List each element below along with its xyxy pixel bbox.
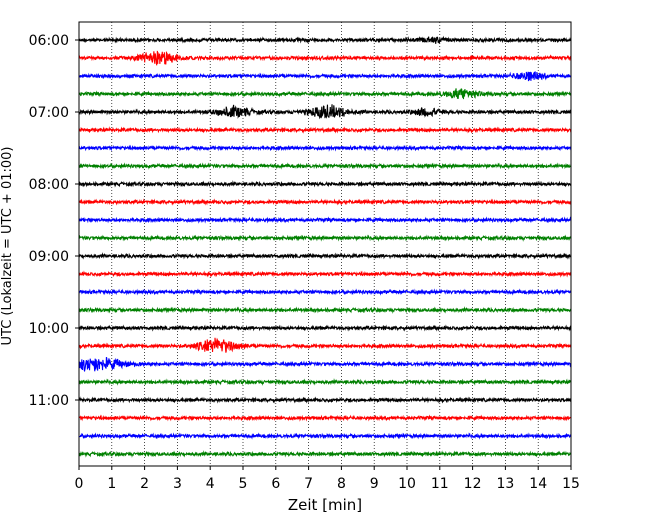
x-tick-label: 11 <box>431 476 449 492</box>
y-tick-label: 11:00 <box>29 393 69 409</box>
seismic-trace <box>78 432 572 440</box>
x-tick-label: 14 <box>529 476 547 492</box>
y-axis-ticks: 06:00 07:00 08:00 09:00 10:00 11:00 <box>29 33 79 409</box>
seismic-trace <box>78 234 572 242</box>
x-tick-label: 10 <box>398 476 416 492</box>
grid-lines <box>111 22 539 466</box>
x-axis-ticks: 0 1 2 3 4 5 6 7 8 9 10 11 12 13 14 15 <box>75 466 580 492</box>
x-tick-label: 7 <box>304 476 313 492</box>
seismic-trace <box>78 104 572 120</box>
seismic-trace <box>78 216 572 224</box>
y-axis-label: UTC (Lokalzeit = UTC + 01:00) <box>0 147 15 346</box>
seismic-traces <box>78 35 572 458</box>
seismic-trace <box>78 396 572 404</box>
seismic-trace <box>78 378 572 386</box>
seismic-trace <box>78 71 572 82</box>
seismic-trace <box>78 126 572 134</box>
seismic-trace <box>78 180 572 188</box>
seismic-trace <box>78 356 572 373</box>
x-tick-label: 15 <box>562 476 580 492</box>
x-tick-label: 4 <box>206 476 215 492</box>
x-axis-label: Zeit [min] <box>288 496 362 514</box>
seismic-trace <box>78 306 572 314</box>
seismic-trace <box>78 252 572 260</box>
plot-frame <box>78 21 572 467</box>
seismic-trace <box>78 162 572 170</box>
seismic-trace <box>78 324 572 332</box>
seismic-trace <box>78 270 572 278</box>
x-tick-label: 0 <box>75 476 84 492</box>
y-tick-label: 07:00 <box>29 105 69 121</box>
y-tick-label: 10:00 <box>29 321 69 337</box>
x-tick-label: 3 <box>173 476 182 492</box>
x-tick-label: 1 <box>107 476 116 492</box>
seismic-trace <box>78 414 572 422</box>
y-tick-label: 08:00 <box>29 177 69 193</box>
x-tick-label: 12 <box>464 476 482 492</box>
seismic-trace <box>78 288 572 296</box>
x-tick-label: 2 <box>140 476 149 492</box>
seismic-trace <box>78 337 572 353</box>
x-tick-label: 8 <box>337 476 346 492</box>
y-tick-label: 09:00 <box>29 249 69 265</box>
x-tick-label: 13 <box>496 476 514 492</box>
seismic-trace <box>78 144 572 152</box>
seismic-trace <box>78 50 572 66</box>
seismic-trace <box>78 35 572 44</box>
y-tick-label: 06:00 <box>29 33 69 49</box>
seismic-trace <box>78 450 572 458</box>
seismic-trace <box>78 88 572 100</box>
x-tick-label: 6 <box>271 476 280 492</box>
seismic-trace <box>78 198 572 206</box>
x-tick-label: 5 <box>239 476 248 492</box>
x-tick-label: 9 <box>370 476 379 492</box>
